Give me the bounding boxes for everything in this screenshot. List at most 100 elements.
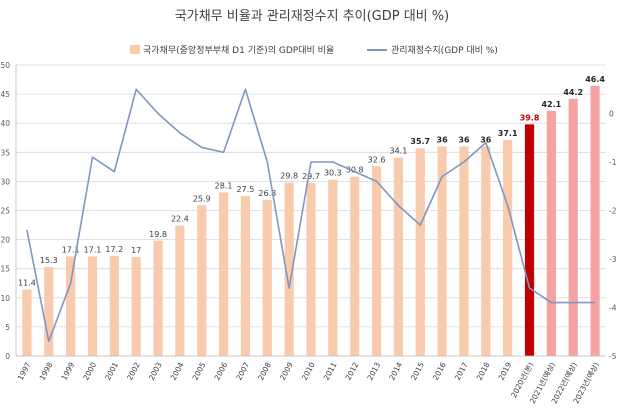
y-left-tick-label: 25 (0, 207, 10, 216)
bar (371, 166, 382, 356)
bar (240, 195, 251, 356)
x-tick-label: 1998 (38, 361, 55, 382)
bar (175, 225, 185, 356)
bar-data-label: 46.4 (585, 75, 605, 84)
x-tick-label: 1999 (59, 361, 76, 382)
bar (262, 200, 272, 356)
bar (503, 140, 513, 356)
y-right-tick-label: 0 (609, 110, 614, 119)
x-tick-label: 2008 (256, 361, 273, 382)
y-left-tick-label: 20 (0, 236, 10, 245)
bar-data-label: 44.2 (563, 88, 583, 97)
bar (131, 257, 141, 356)
chart-title: 국가채무 비율과 관리재정수지 추이(GDP 대비 %) (175, 9, 449, 24)
legend-bar-swatch (130, 45, 140, 54)
bar-series (22, 85, 600, 357)
y-left-tick-label: 40 (0, 119, 10, 128)
x-tick-label: 2011 (322, 361, 339, 382)
bar (350, 176, 360, 356)
x-tick-label: 2005 (191, 361, 208, 382)
x-tick-label: 2007 (234, 361, 251, 382)
bar-data-label: 17.1 (62, 245, 80, 254)
x-tick-label: 2016 (431, 361, 448, 382)
bar (524, 124, 535, 356)
bar (568, 98, 578, 357)
bar-data-label: 37.1 (498, 129, 518, 138)
x-tick-label: 2010 (300, 361, 317, 382)
y-right-tick-label: -4 (609, 304, 617, 313)
bar-data-label: 36 (458, 135, 470, 144)
x-tick-label: 2012 (344, 361, 361, 382)
bar (87, 256, 98, 356)
bar (546, 110, 556, 356)
bar-data-label: 32.6 (368, 155, 386, 164)
y-right-tick-label: -5 (609, 352, 617, 361)
bar-data-label: 11.4 (18, 279, 36, 288)
y-left-tick-label: 45 (0, 90, 10, 99)
x-tick-label: 2002 (125, 361, 142, 382)
bar-data-label: 34.1 (390, 147, 408, 156)
bar-data-label: 22.4 (171, 215, 189, 224)
bar (328, 179, 338, 356)
x-tick-label: 2018 (475, 361, 492, 382)
bar-data-label: 30.3 (324, 169, 342, 178)
x-tick-label: 2019 (497, 361, 514, 382)
bar-data-label: 17.1 (84, 245, 102, 254)
bar-data-label: 25.9 (193, 194, 211, 203)
y-left-tick-label: 5 (5, 323, 10, 332)
x-tick-label: 2014 (387, 361, 404, 382)
legend-line-label: 관리재정수지(GDP 대비 %) (391, 45, 498, 56)
bar-data-label: 26.8 (258, 189, 276, 198)
bar (437, 146, 447, 356)
y-right-tick-label: -3 (609, 255, 617, 264)
y-left-tick-label: 35 (0, 148, 10, 157)
y-left-tick-label: 50 (0, 61, 10, 70)
y-left-tick-label: 30 (0, 177, 10, 186)
bar (415, 148, 425, 356)
bar (481, 146, 491, 356)
bar-data-label: 29.7 (302, 172, 320, 181)
bar (284, 182, 294, 356)
y-right-tick-label: -2 (609, 207, 617, 216)
x-tick-label: 2013 (365, 361, 382, 382)
x-tick-label: 2004 (169, 361, 186, 382)
y-right-tick-label: -1 (609, 158, 617, 167)
bar (109, 255, 119, 356)
bar (197, 205, 207, 356)
bar-data-label: 17.2 (105, 245, 123, 254)
bar-data-label: 39.8 (520, 113, 540, 122)
bar (66, 256, 76, 356)
y-axis-left: 0 5 10 15 20 25 30 35 40 45 50 (0, 61, 17, 361)
legend-bar-label: 국가채무(중앙정부부채 D1 기준)의 GDP대비 비율 (143, 44, 334, 56)
bar-data-label: 35.7 (410, 137, 430, 146)
bar (153, 240, 163, 356)
bar (590, 85, 600, 357)
bar (459, 146, 469, 356)
bar-data-label: 27.5 (237, 185, 255, 194)
x-tick-label: 2006 (212, 361, 229, 382)
line-series-path (26, 88, 596, 343)
y-left-tick-label: 0 (5, 352, 10, 361)
bar-data-label: 36 (480, 135, 492, 144)
bar (393, 157, 403, 356)
legend: 국가채무(중앙정부부채 D1 기준)의 GDP대비 비율 관리재정수지(GDP … (130, 44, 498, 56)
bar (306, 183, 316, 356)
x-tick-label: 2000 (81, 361, 98, 382)
bar-data-label: 30.8 (346, 166, 364, 175)
line-series (26, 88, 596, 343)
bar-data-label: 15.3 (40, 256, 58, 265)
x-axis: 1997 1998 1999 2000 2001 2002 2003 2004 2005 2006… (16, 355, 606, 405)
y-left-tick-label: 15 (0, 265, 10, 274)
bar (22, 289, 32, 356)
bar (219, 192, 229, 356)
bar-data-label: 29.8 (280, 172, 298, 181)
y-left-tick-label: 10 (0, 294, 10, 303)
y-axis-right: -5 -4 -3 -2 -1 0 (609, 110, 617, 362)
bar-data-label: 36 (437, 135, 449, 144)
x-tick-label: 2001 (103, 361, 120, 382)
x-tick-label: 2017 (453, 361, 470, 382)
x-tick-label: 2009 (278, 361, 295, 382)
bar-data-label: 42.1 (541, 100, 561, 109)
